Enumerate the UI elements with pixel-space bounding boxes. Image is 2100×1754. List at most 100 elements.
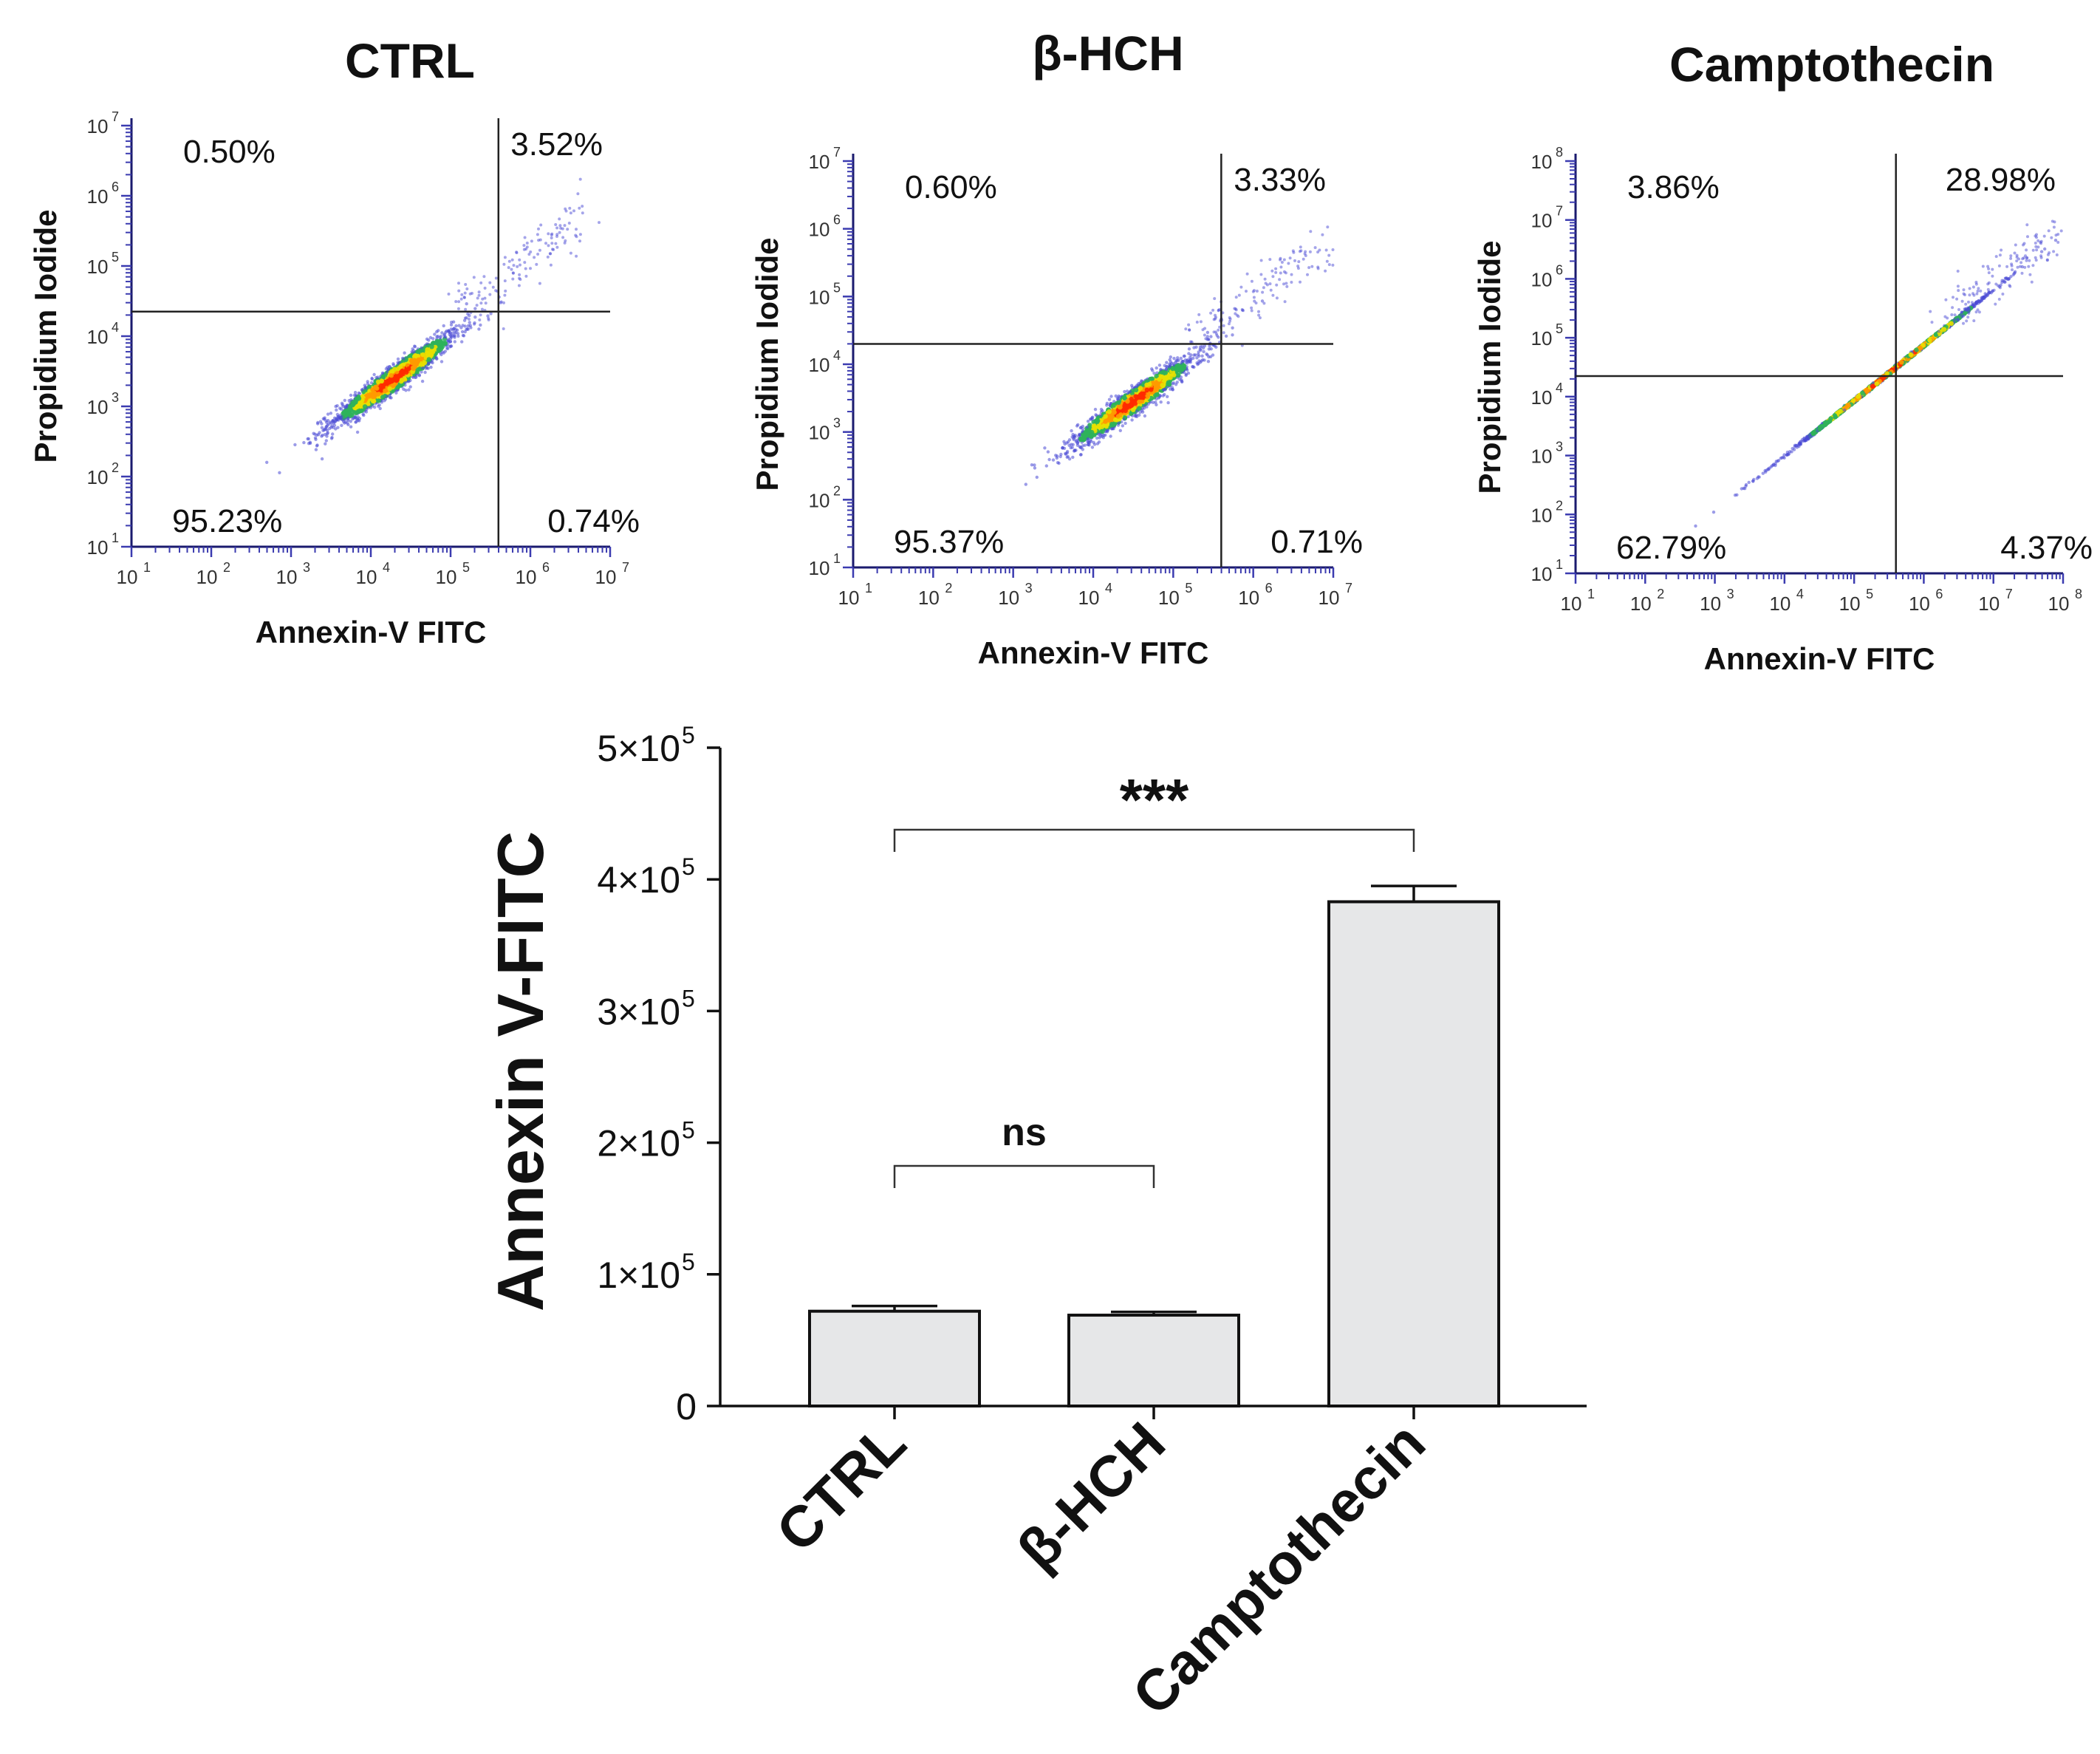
event-dot: [1245, 290, 1248, 293]
event-dot: [465, 327, 469, 331]
event-dot: [578, 233, 582, 236]
event-dot: [1234, 312, 1237, 315]
event-dot: [511, 271, 515, 275]
event-dot: [2015, 253, 2019, 257]
event-dot: [1163, 370, 1169, 375]
event-dot: [323, 433, 327, 437]
event-dot: [2025, 248, 2028, 252]
event-dot: [1149, 376, 1155, 381]
event-dot: [1069, 446, 1073, 450]
event-dot: [349, 425, 353, 429]
event-dot: [1137, 406, 1142, 411]
event-dot: [338, 416, 343, 420]
event-dot: [575, 228, 578, 231]
event-dot: [316, 422, 320, 426]
y-tick-exponent: 5: [112, 250, 119, 265]
event-dot: [536, 233, 539, 236]
event-dot: [426, 362, 430, 366]
event-dot: [1870, 383, 1875, 389]
event-dot: [1169, 355, 1173, 359]
event-dot: [1152, 372, 1156, 375]
event-dot: [1189, 340, 1192, 344]
event-dot: [379, 388, 384, 393]
event-dot: [1033, 463, 1036, 467]
event-dot: [1203, 333, 1206, 337]
event-dot: [1057, 461, 1061, 465]
x-tick-exponent: 1: [865, 581, 872, 596]
x-tick-exponent: 2: [223, 560, 230, 575]
event-dot: [1918, 345, 1923, 351]
event-dot: [278, 471, 281, 474]
event-dot: [370, 376, 374, 381]
event-dot: [1109, 427, 1114, 431]
event-dot: [1908, 352, 1914, 358]
panel-title: CTRL: [345, 33, 475, 88]
event-dot: [1765, 468, 1768, 472]
event-dot: [2021, 257, 2025, 261]
event-dot: [1164, 367, 1169, 372]
event-dot: [2010, 262, 2014, 266]
event-dot: [1086, 437, 1090, 441]
event-dot: [1833, 414, 1838, 420]
event-dot: [1183, 354, 1186, 358]
event-dot: [391, 364, 396, 367]
event-dot: [329, 420, 332, 424]
event-dot: [2022, 242, 2026, 245]
event-dot: [1200, 354, 1204, 358]
event-dot: [362, 413, 366, 417]
event-dot: [1253, 299, 1256, 303]
event-dot: [1994, 302, 1997, 306]
event-dot: [414, 373, 419, 377]
event-dot: [1103, 414, 1108, 419]
event-cloud: [1694, 219, 2063, 528]
event-dot: [538, 248, 541, 252]
event-dot: [460, 330, 465, 334]
event-cloud: [265, 177, 601, 474]
event-dot: [1033, 466, 1037, 470]
event-dot: [314, 437, 318, 441]
event-dot: [2009, 256, 2013, 260]
event-dot: [1972, 319, 1976, 323]
event-dot: [533, 256, 536, 259]
x-tick-exponent: 7: [622, 560, 629, 575]
event-dot: [463, 316, 467, 320]
event-dot: [2031, 264, 2035, 267]
quadrant-ur-percent: 3.33%: [1234, 162, 1326, 198]
event-dot: [465, 302, 468, 306]
event-dot: [1284, 271, 1287, 275]
event-dot: [512, 264, 516, 267]
y-tick-label: 10: [809, 286, 830, 308]
event-dot: [2035, 248, 2039, 252]
event-dot: [1192, 346, 1196, 349]
event-dot: [457, 281, 460, 285]
event-dot: [578, 177, 582, 181]
event-dot: [2019, 261, 2023, 265]
event-dot: [1064, 452, 1068, 456]
event-dot: [1306, 273, 1309, 276]
event-dot: [507, 266, 510, 270]
event-dot: [383, 388, 388, 394]
event-dot: [1967, 312, 1971, 315]
event-dot: [2028, 259, 2031, 262]
event-dot: [2007, 277, 2011, 281]
event-dot: [2050, 236, 2053, 239]
event-dot: [1251, 290, 1255, 293]
event-dot: [1927, 338, 1932, 343]
event-dot: [537, 227, 540, 231]
event-dot: [1155, 397, 1158, 401]
event-dot: [376, 375, 380, 379]
event-dot: [447, 293, 451, 296]
event-dot: [1864, 389, 1870, 394]
event-dot: [550, 232, 554, 236]
event-dot: [354, 420, 358, 424]
event-dot: [417, 366, 423, 372]
event-dot: [1181, 360, 1185, 364]
event-dot: [489, 312, 493, 315]
event-dot: [1790, 450, 1793, 454]
event-dot: [581, 205, 584, 208]
y-tick-exponent: 1: [833, 551, 841, 566]
event-dot: [1997, 298, 2001, 301]
event-dot: [1044, 464, 1049, 468]
event-dot: [2052, 225, 2056, 229]
